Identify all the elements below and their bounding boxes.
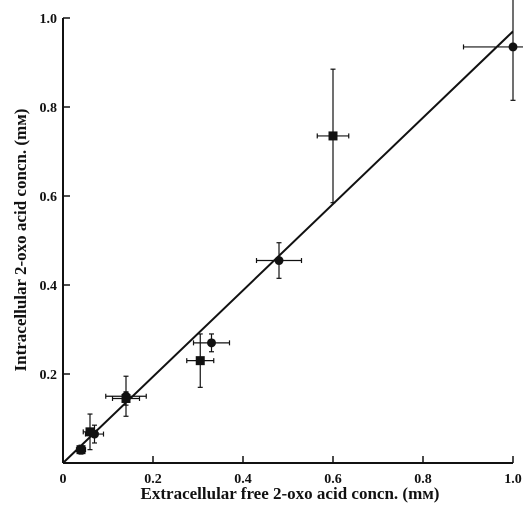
y-tick-label: 1.0 — [40, 12, 58, 27]
fit-line-group — [62, 30, 514, 464]
square-point — [75, 444, 87, 455]
square-point — [111, 391, 141, 406]
x-axis-label: Extracellular free 2-oxo acid concn. (mм… — [141, 484, 440, 503]
axes — [62, 18, 513, 464]
fit-line — [62, 30, 514, 464]
circle-marker — [274, 256, 284, 266]
circle-point — [462, 0, 523, 101]
circle-point — [255, 242, 303, 279]
x-tick-label: 0.8 — [414, 472, 432, 487]
y-tick-label: 0.4 — [40, 279, 58, 294]
data-points — [75, 0, 523, 455]
square-marker — [195, 356, 205, 366]
circle-marker — [207, 338, 216, 348]
y-tick-label: 0.6 — [40, 190, 58, 205]
x-tick-label: 1.0 — [504, 472, 522, 487]
square-marker — [76, 445, 86, 455]
square-point — [82, 413, 98, 451]
square-point — [316, 68, 350, 204]
x-tick-label: 0.6 — [324, 472, 342, 487]
y-axis-label: Intracellular 2-oxo acid concn. (mм) — [11, 109, 30, 372]
square-point — [186, 333, 215, 388]
x-tick-label: 0.2 — [144, 472, 162, 487]
square-marker — [328, 131, 338, 141]
y-tick-label: 0.2 — [40, 368, 58, 383]
square-marker — [85, 427, 95, 437]
x-tick-label: 0 — [60, 472, 67, 487]
x-tick-label: 0.4 — [234, 472, 252, 487]
ticks: 0 0.2 0.4 0.6 0.8 1.0 0.2 0.4 0.6 0.8 1.0 — [40, 12, 522, 487]
y-tick-label: 0.8 — [40, 101, 58, 116]
square-marker — [121, 393, 131, 403]
circle-point — [192, 333, 231, 353]
circle-marker — [508, 42, 518, 52]
